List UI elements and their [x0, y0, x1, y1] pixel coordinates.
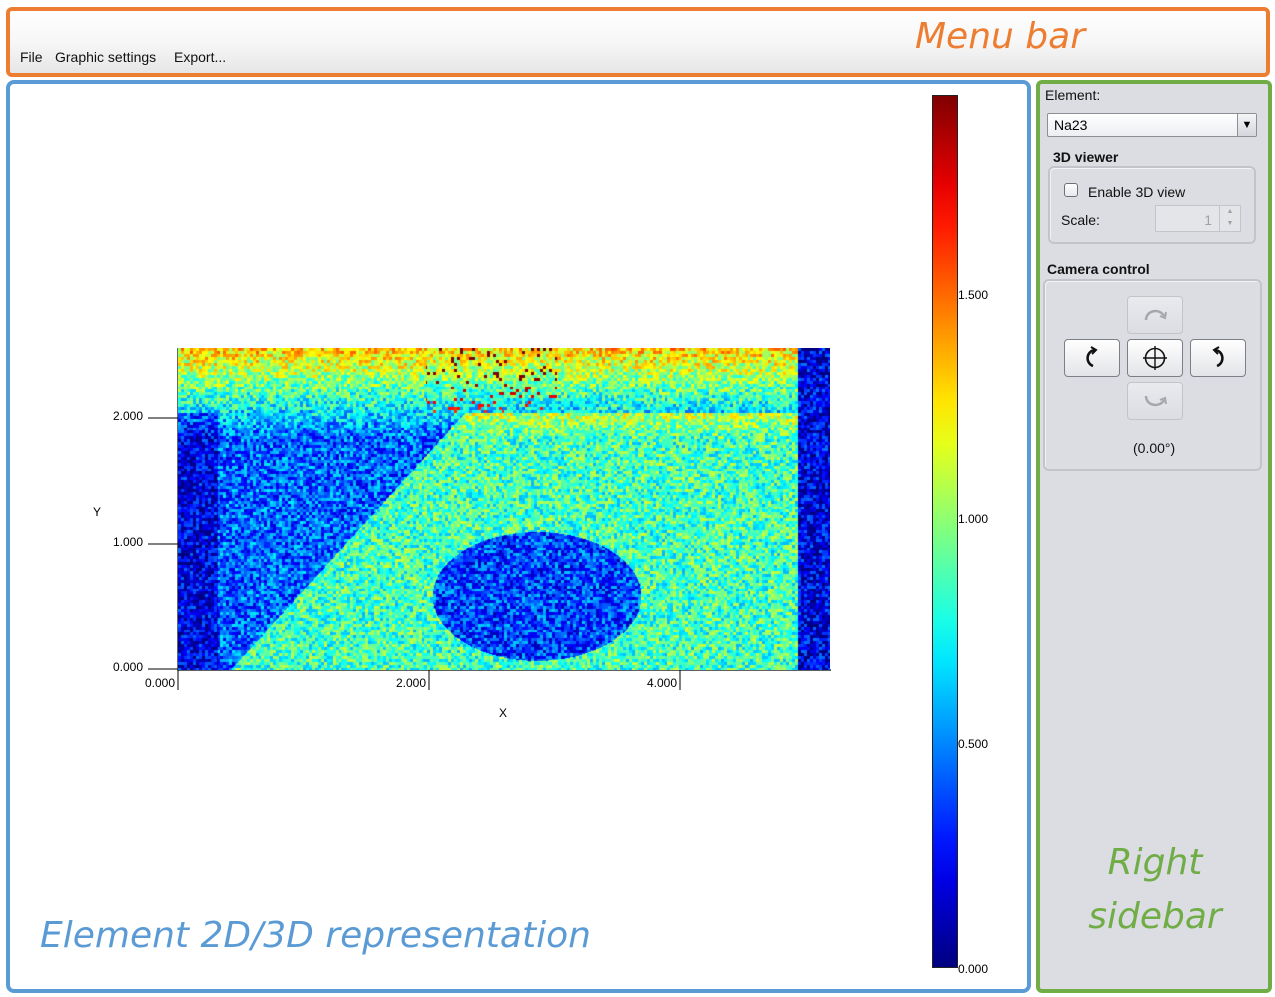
enable-3d-label[interactable]: Enable 3D view	[1088, 184, 1186, 200]
colorbar-tick-label: 1.500	[958, 288, 989, 302]
center-crosshair-icon	[1143, 346, 1167, 370]
rotate-down-button[interactable]	[1127, 382, 1183, 420]
x-tick-label: 4.000	[647, 676, 678, 690]
rotate-up-button[interactable]	[1127, 296, 1183, 334]
rotate-down-icon	[1144, 395, 1167, 407]
element-label: Element:	[1045, 87, 1101, 103]
menu-graphic-settings[interactable]: Graphic settings	[55, 49, 157, 65]
element-select[interactable]: Na23 ▼	[1047, 113, 1257, 137]
menu-bar-annotation: Menu bar	[915, 16, 1085, 57]
sidebar-annotation-line: Right	[1107, 842, 1203, 883]
colorbar-tick-label: 1.000	[958, 512, 989, 526]
rotate-up-icon	[1144, 309, 1167, 321]
y-tick-label: 1.000	[113, 535, 144, 549]
spin-down-icon[interactable]: ▼	[1226, 220, 1234, 227]
scale-spinner[interactable]: 1 ▲ ▼	[1155, 205, 1241, 232]
menu-file[interactable]: File	[20, 49, 43, 65]
scale-label: Scale:	[1061, 212, 1100, 228]
viewer-group-title: 3D viewer	[1053, 149, 1119, 165]
rotate-right-icon	[1212, 346, 1224, 368]
spin-up-icon[interactable]: ▲	[1226, 208, 1234, 215]
right-sidebar	[1040, 84, 1268, 989]
rotate-left-button[interactable]	[1064, 339, 1120, 377]
camera-angle-readout: (0.00°)	[1133, 440, 1176, 456]
sidebar-annotation-line: sidebar	[1088, 896, 1222, 937]
enable-3d-checkbox[interactable]	[1064, 183, 1078, 197]
colorbar	[932, 95, 958, 968]
representation-annotation: Element 2D/3D representation	[40, 915, 591, 956]
camera-group	[1043, 279, 1262, 471]
representation-annotation-frame	[6, 80, 1031, 993]
x-tick-label: 0.000	[145, 676, 176, 690]
viewer-group	[1048, 166, 1256, 244]
menu-export[interactable]: Export...	[174, 49, 227, 65]
camera-group-title: Camera control	[1047, 261, 1150, 277]
colorbar-tick-label: 0.000	[958, 962, 989, 976]
center-view-button[interactable]	[1127, 339, 1183, 377]
x-tick-label: 2.000	[396, 676, 427, 690]
element-heatmap[interactable]	[178, 348, 830, 670]
chevron-down-icon[interactable]: ▼	[1237, 114, 1256, 136]
menu-bar-annotation-frame	[6, 7, 1270, 77]
sidebar-annotation: Right sidebar	[1060, 836, 1250, 944]
menu-bar: File Graphic settings Export...	[10, 11, 1266, 73]
y-tick-label: 2.000	[113, 409, 144, 423]
element-select-value: Na23	[1054, 117, 1088, 133]
scale-value: 1	[1204, 212, 1212, 228]
rotate-left-icon	[1086, 346, 1098, 368]
x-axis-label: X	[499, 706, 508, 720]
y-axis-label: Y	[93, 505, 102, 519]
colorbar-tick-label: 0.500	[958, 737, 989, 751]
sidebar-annotation-frame	[1036, 80, 1272, 993]
y-tick-label: 0.000	[113, 660, 144, 674]
rotate-right-button[interactable]	[1190, 339, 1246, 377]
